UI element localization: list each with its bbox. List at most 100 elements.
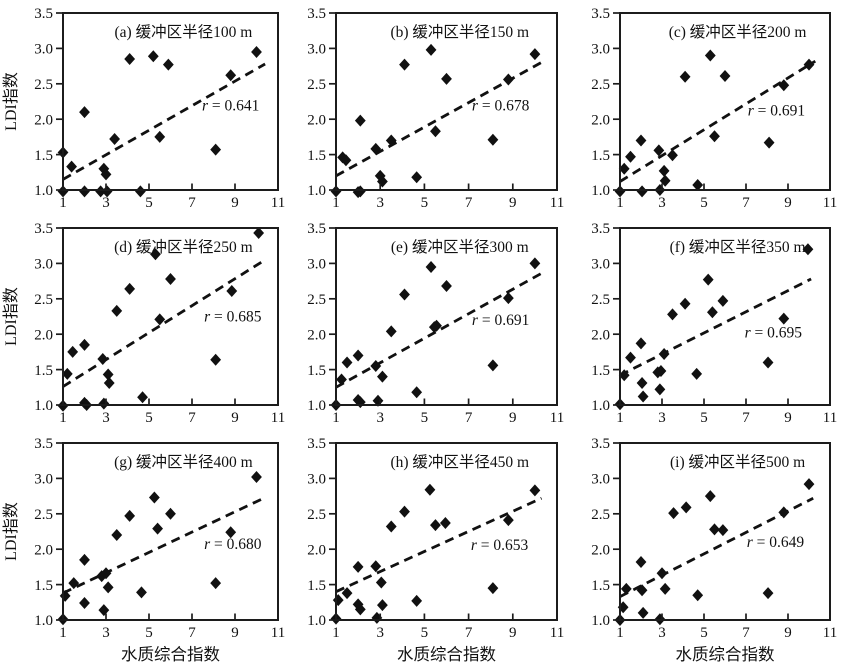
- scatter-panel-c: 1.0 1.5 2.0 2.5 3.0 3.5 1 3 5 7 9 11 (c) 缓冲区半径200 m r…: [591, 6, 837, 211]
- data-point: [655, 365, 667, 378]
- x-tick-label: 3: [102, 195, 110, 211]
- data-point: [135, 185, 146, 198]
- x-tick-label: 3: [658, 625, 666, 641]
- data-point: [411, 171, 423, 184]
- data-point: [124, 282, 136, 295]
- data-point: [411, 386, 423, 399]
- data-point: [635, 555, 647, 568]
- data-point: [251, 470, 262, 483]
- y-tick-label: 1.0: [34, 183, 53, 199]
- x-axis-title: 水质综合指数: [121, 645, 221, 664]
- data-point: [98, 162, 110, 175]
- y-tick-label: 3.0: [34, 257, 53, 273]
- data-point: [148, 491, 160, 504]
- data-point: [778, 312, 790, 325]
- x-tick-label: 9: [231, 410, 239, 426]
- x-tick-label: 5: [700, 625, 708, 641]
- data-point: [717, 524, 729, 537]
- plot-frame: [335, 442, 558, 621]
- data-point: [762, 356, 774, 369]
- data-point: [225, 526, 237, 539]
- scatter-panel-d: 1.0 1.5 2.0 2.5 3.0 3.5 1 3 5 7 9 11 (d) 缓冲区半径250 m r…: [2, 221, 285, 426]
- data-point: [707, 306, 718, 319]
- data-point: [377, 599, 388, 612]
- correlation-label: r = 0.641: [202, 98, 259, 115]
- y-axis-title: LDI指数: [2, 502, 20, 561]
- data-point: [529, 484, 541, 497]
- panel-title: (e) 缓冲区半径300 m: [391, 238, 529, 256]
- data-point: [502, 514, 514, 527]
- x-tick-label: 9: [509, 625, 517, 641]
- panel-title: (f) 缓冲区半径350 m: [670, 238, 806, 256]
- data-point: [487, 133, 499, 146]
- data-point: [97, 352, 109, 365]
- data-point: [96, 570, 108, 583]
- x-tick-label: 7: [465, 195, 473, 211]
- y-tick-label: 2.5: [307, 77, 326, 93]
- data-point: [502, 73, 514, 86]
- data-point: [692, 589, 704, 602]
- x-tick-label: 11: [271, 625, 285, 641]
- plot-frame: [62, 12, 279, 191]
- data-point: [441, 280, 452, 293]
- y-tick-label: 2.5: [34, 77, 53, 93]
- x-tick-label: 11: [823, 195, 837, 211]
- panel-title: (g) 缓冲区半径400 m: [114, 453, 253, 471]
- y-tick-label: 1.5: [307, 363, 326, 379]
- x-tick-label: 7: [742, 410, 750, 426]
- data-point: [162, 58, 174, 71]
- data-point: [124, 53, 136, 66]
- y-tick-label: 2.5: [307, 292, 326, 308]
- data-point: [659, 582, 671, 595]
- data-point: [370, 142, 382, 155]
- data-point: [165, 507, 176, 520]
- y-tick-label: 2.5: [591, 507, 610, 523]
- x-tick-label: 11: [823, 410, 837, 426]
- data-point: [411, 594, 423, 607]
- y-tick-label: 1.5: [591, 363, 610, 379]
- data-point: [702, 273, 714, 286]
- x-tick-label: 9: [231, 625, 239, 641]
- y-tick-label: 3.0: [591, 472, 610, 488]
- panel-title: (h) 缓冲区半径450 m: [390, 453, 529, 471]
- data-point: [667, 308, 678, 321]
- data-point: [154, 313, 166, 326]
- data-point: [103, 377, 115, 390]
- data-point: [165, 272, 176, 285]
- data-point: [136, 586, 147, 599]
- data-point: [67, 345, 79, 358]
- data-point: [704, 490, 716, 503]
- data-point: [210, 143, 222, 156]
- y-tick-label: 1.0: [307, 398, 326, 414]
- data-point: [336, 373, 347, 386]
- x-tick-label: 1: [616, 195, 624, 211]
- correlation-label: r = 0.678: [472, 98, 530, 115]
- x-tick-label: 5: [421, 410, 429, 426]
- plot-frame: [619, 442, 831, 621]
- x-tick-label: 5: [145, 410, 153, 426]
- y-tick-label: 1.0: [307, 183, 326, 199]
- data-point: [102, 581, 114, 594]
- x-tick-label: 11: [550, 195, 564, 211]
- x-tick-label: 1: [332, 410, 340, 426]
- data-point: [636, 185, 648, 198]
- x-tick-label: 1: [616, 410, 624, 426]
- data-point: [399, 58, 410, 71]
- scatter-panel-b: 1.0 1.5 2.0 2.5 3.0 3.5 1 3 5 7 9 11 (b) 缓冲区半径150 m r…: [307, 6, 564, 211]
- data-point: [101, 185, 113, 198]
- y-tick-label: 1.5: [591, 148, 610, 164]
- data-point: [109, 133, 120, 146]
- data-point: [618, 162, 630, 175]
- data-point: [79, 553, 90, 566]
- data-point: [152, 522, 163, 535]
- y-tick-label: 3.0: [307, 472, 326, 488]
- data-point: [618, 369, 630, 382]
- x-tick-label: 3: [102, 410, 110, 426]
- y-tick-label: 3.5: [34, 6, 53, 22]
- y-tick-label: 2.0: [34, 112, 53, 128]
- data-point: [637, 390, 649, 403]
- y-tick-label: 1.0: [34, 613, 53, 629]
- data-point: [226, 285, 238, 298]
- x-tick-label: 7: [188, 195, 196, 211]
